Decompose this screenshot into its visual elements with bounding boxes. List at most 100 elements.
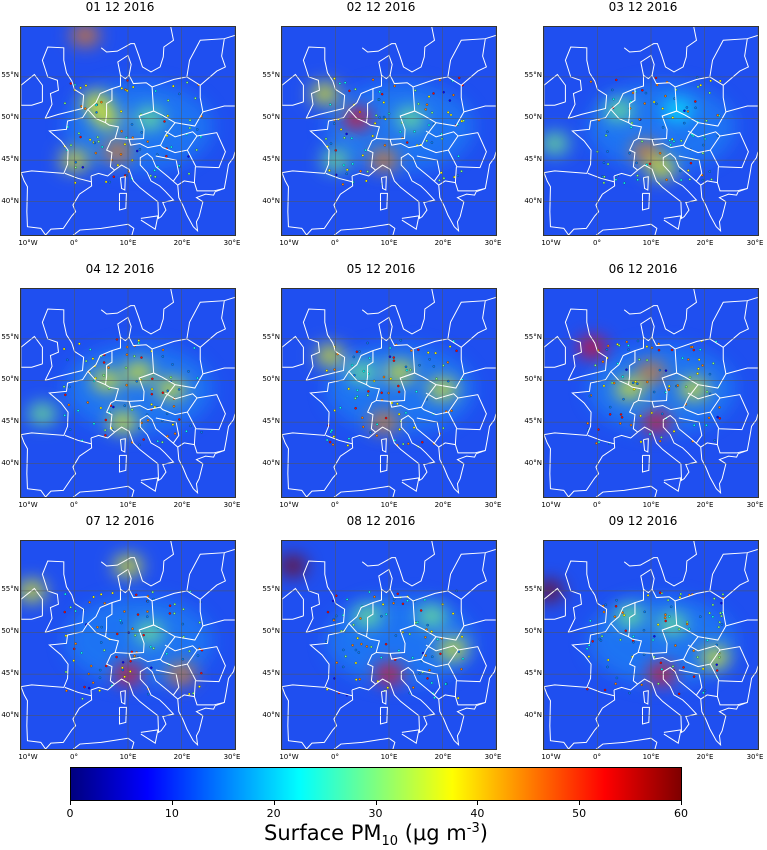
station-marker (368, 356, 371, 360)
station-marker (631, 91, 635, 95)
station-marker (696, 655, 699, 659)
coastline (186, 646, 226, 683)
station-marker (324, 137, 328, 141)
latitude-tick-label: 50°N (1, 375, 19, 384)
station-marker (718, 406, 721, 409)
latitude-tick-label: 45°N (1, 155, 19, 164)
coastline (119, 176, 126, 191)
station-marker (588, 394, 592, 398)
station-marker (130, 408, 134, 411)
station-marker (703, 137, 707, 141)
coastline (401, 477, 420, 492)
coastline (389, 599, 465, 663)
station-marker (156, 153, 159, 156)
station-marker (365, 645, 369, 648)
coastline (155, 417, 180, 444)
station-marker (625, 340, 629, 344)
station-marker (100, 100, 103, 104)
station-marker (670, 348, 674, 352)
station-marker (166, 114, 169, 118)
station-marker (123, 675, 126, 679)
station-marker (619, 422, 622, 425)
station-marker (613, 615, 617, 618)
coastline (177, 180, 225, 192)
coastline (700, 180, 748, 192)
pm10-hotspot (103, 141, 132, 162)
station-marker (606, 162, 610, 166)
station-marker (405, 369, 409, 372)
coastline (610, 371, 643, 433)
station-marker (103, 602, 106, 605)
station-marker (98, 668, 102, 672)
station-marker (332, 435, 336, 438)
station-marker (413, 130, 416, 133)
station-marker (361, 154, 365, 157)
coastline (282, 587, 304, 620)
station-marker (88, 601, 91, 604)
station-marker (456, 696, 460, 700)
station-marker (612, 381, 616, 385)
station-marker (658, 151, 662, 155)
station-marker (619, 638, 622, 642)
station-marker (636, 382, 639, 385)
coastline (41, 46, 85, 119)
station-marker (608, 405, 612, 409)
station-marker (434, 351, 437, 355)
coastline (709, 38, 750, 86)
coastline (155, 669, 180, 696)
coastline (140, 729, 159, 744)
pm10-hotspot (615, 605, 644, 626)
station-marker (65, 689, 68, 692)
station-marker (89, 664, 93, 668)
panel-date-title: 07 12 2016 (85, 514, 155, 528)
station-marker (401, 602, 405, 606)
coastline (414, 624, 437, 638)
station-marker (651, 638, 655, 642)
coastline (351, 665, 496, 747)
station-marker (189, 424, 192, 428)
station-marker (354, 397, 357, 400)
station-marker (137, 341, 140, 345)
coastline (153, 624, 176, 638)
station-marker (706, 639, 709, 642)
coastline (90, 413, 235, 495)
station-marker (69, 82, 73, 85)
coastline (400, 372, 415, 379)
station-marker (694, 100, 697, 103)
longitude-tick-label: 10°W (541, 501, 561, 509)
coastline (21, 296, 235, 436)
station-marker (68, 385, 71, 389)
station-marker (415, 390, 418, 393)
coastline (177, 442, 225, 454)
station-marker (181, 622, 185, 626)
coastline (623, 289, 698, 335)
station-marker (664, 619, 667, 623)
longitude-tick-label: 30°E (484, 501, 502, 509)
station-marker (460, 119, 464, 123)
map-panel: 05 12 2016 55°N 50°N 45°N 40°N 10°W 0° 10°E 20°E… (261, 262, 501, 512)
station-marker (69, 606, 72, 609)
station-marker (423, 598, 427, 602)
latitude-tick-label: 45°N (262, 669, 280, 678)
coastline (709, 300, 750, 348)
station-marker (384, 642, 388, 646)
station-marker (404, 411, 408, 415)
station-marker (417, 348, 420, 352)
station-marker (380, 614, 383, 618)
longitude-tick-label: 10°E (380, 239, 398, 247)
station-marker (697, 358, 701, 361)
station-marker (178, 418, 181, 421)
station-marker (705, 390, 709, 394)
coastline (21, 34, 235, 174)
station-marker (678, 596, 682, 599)
coastline (202, 367, 235, 375)
station-marker (343, 81, 347, 84)
station-marker (721, 593, 725, 596)
station-marker (708, 611, 711, 615)
coastline (447, 300, 488, 348)
station-marker (672, 430, 676, 433)
station-marker (696, 85, 700, 89)
station-marker (370, 645, 373, 649)
station-marker (688, 375, 692, 379)
station-marker (161, 348, 165, 352)
